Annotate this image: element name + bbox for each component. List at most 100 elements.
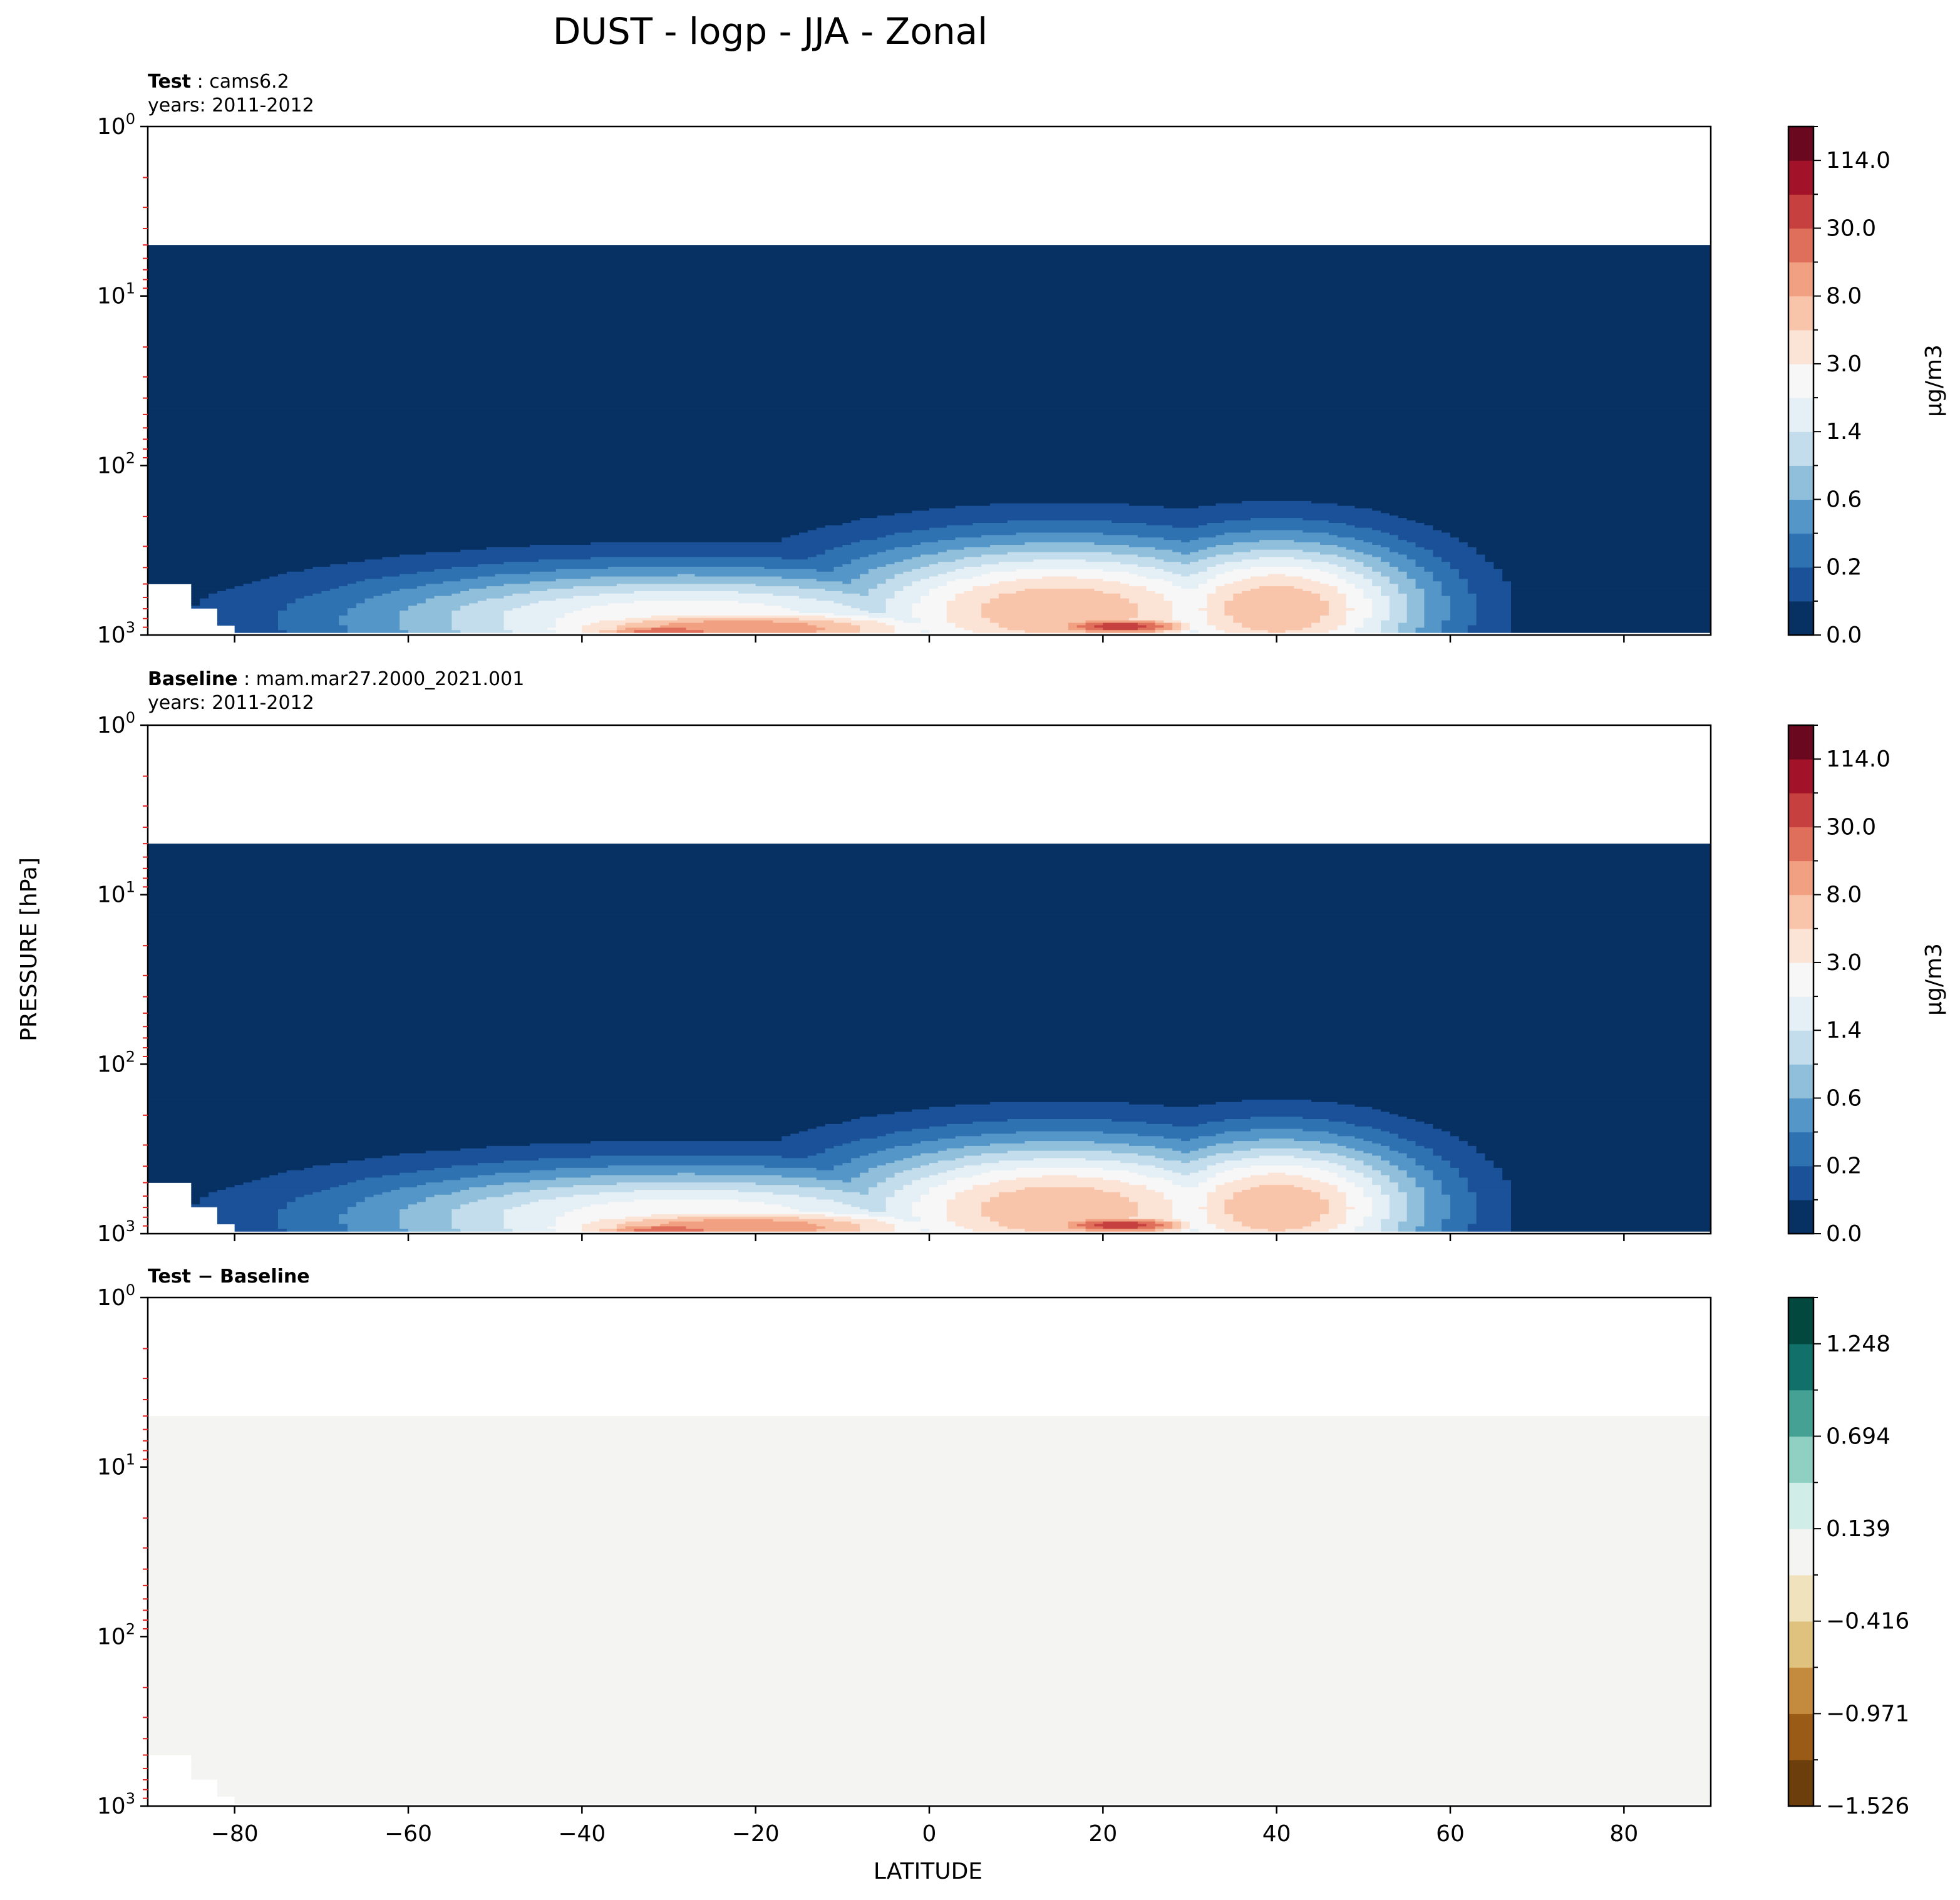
panel-label: Test − Baseline bbox=[148, 1266, 310, 1288]
colorbar-segment bbox=[1788, 928, 1813, 963]
colorbar-segment bbox=[1788, 1199, 1813, 1234]
colorbar-segment bbox=[1788, 1343, 1813, 1391]
y-tick-label: 101 bbox=[97, 879, 135, 908]
colorbar-segment bbox=[1788, 894, 1813, 929]
colorbar-segment bbox=[1788, 1098, 1813, 1133]
contour-field bbox=[148, 245, 1711, 633]
y-tick-label: 101 bbox=[97, 1451, 135, 1480]
colorbar-segment bbox=[1788, 363, 1813, 398]
y-tick-label: 103 bbox=[97, 1217, 135, 1247]
x-axis-label: LATITUDE bbox=[874, 1859, 983, 1884]
colorbar-segment bbox=[1788, 126, 1813, 161]
colorbar-segment bbox=[1788, 1760, 1813, 1807]
colorbar-tick-label: 30.0 bbox=[1826, 814, 1876, 840]
colorbar-segment bbox=[1788, 1482, 1813, 1529]
colorbar-tick-label: 0.6 bbox=[1826, 487, 1862, 512]
panel-label: Test : cams6.2 bbox=[148, 71, 289, 93]
colorbar-frame bbox=[1787, 1296, 1815, 1807]
colorbar-tick-label: 0.0 bbox=[1826, 1221, 1862, 1247]
y-tick-label: 102 bbox=[97, 449, 135, 478]
colorbar-tick-label: 0.6 bbox=[1826, 1085, 1862, 1111]
y-tick-label: 101 bbox=[97, 280, 135, 309]
contour-field bbox=[148, 844, 1711, 1232]
colorbar-segment bbox=[1788, 262, 1813, 297]
colorbar-tick-label: 8.0 bbox=[1826, 882, 1862, 908]
x-tick-label: 20 bbox=[1088, 1821, 1117, 1847]
colorbar-tick-label: 1.248 bbox=[1826, 1331, 1890, 1357]
colorbar-tick-label: −1.526 bbox=[1826, 1794, 1909, 1819]
colorbar-segment bbox=[1788, 398, 1813, 432]
colorbar-segment bbox=[1788, 1165, 1813, 1200]
colorbar-segment bbox=[1788, 1621, 1813, 1668]
colorbar-tick-label: 114.0 bbox=[1826, 148, 1890, 173]
colorbar-segment bbox=[1788, 1667, 1813, 1714]
y-tick-label: 102 bbox=[97, 1048, 135, 1077]
colorbar-unit-label: μg/m3 bbox=[1921, 344, 1947, 417]
panel-label-bold: Test − Baseline bbox=[148, 1266, 310, 1288]
colorbar-segment bbox=[1788, 567, 1813, 602]
panel-label-bold: Baseline bbox=[148, 668, 238, 690]
colorbar-tick-label: 114.0 bbox=[1826, 746, 1890, 772]
y-tick-label: 100 bbox=[97, 709, 135, 738]
colorbar-segment bbox=[1788, 827, 1813, 862]
colorbar-segment bbox=[1788, 329, 1813, 364]
x-tick-label: 80 bbox=[1609, 1821, 1638, 1847]
colorbar-segment bbox=[1788, 1132, 1813, 1167]
colorbar-tick-label: 1.4 bbox=[1826, 419, 1862, 445]
colorbar-tick-label: −0.416 bbox=[1826, 1609, 1909, 1634]
colorbar-unit-label: μg/m3 bbox=[1921, 943, 1947, 1016]
colorbar-tick-label: −0.971 bbox=[1826, 1701, 1909, 1727]
colorbar-frame bbox=[1787, 724, 1815, 1235]
x-tick-label: −80 bbox=[211, 1821, 259, 1847]
colorbar-segment bbox=[1788, 228, 1813, 263]
colorbar-tick-label: 0.694 bbox=[1826, 1423, 1890, 1449]
panel-label-bold: Test bbox=[148, 71, 191, 93]
colorbar-segment bbox=[1788, 996, 1813, 1031]
panel-baseline: Baseline : mam.mar27.2000_2021.001 years… bbox=[97, 668, 1947, 1247]
y-tick-label: 102 bbox=[97, 1620, 135, 1650]
y-tick-label: 103 bbox=[97, 619, 135, 648]
y-tick-label: 100 bbox=[97, 110, 135, 140]
panel-label-text: : mam.mar27.2000_2021.001 bbox=[244, 668, 524, 690]
colorbar-segment bbox=[1788, 1298, 1813, 1345]
colorbar-segment bbox=[1788, 1529, 1813, 1576]
colorbar-tick-label: 0.2 bbox=[1826, 1154, 1862, 1179]
colorbar-tick-label: 30.0 bbox=[1826, 215, 1876, 241]
colorbar-tick-label: 8.0 bbox=[1826, 284, 1862, 309]
panel-label-text: : cams6.2 bbox=[197, 71, 289, 93]
colorbar-segment bbox=[1788, 1390, 1813, 1437]
colorbar-segment bbox=[1788, 465, 1813, 500]
panel-years: years: 2011-2012 bbox=[148, 692, 314, 714]
colorbar-segment bbox=[1788, 1064, 1813, 1099]
colorbar-segment bbox=[1788, 1574, 1813, 1622]
colorbar-segment bbox=[1788, 431, 1813, 466]
colorbar-segment bbox=[1788, 1030, 1813, 1065]
colorbar-segment bbox=[1788, 725, 1813, 760]
x-tick-label: −40 bbox=[558, 1821, 606, 1847]
y-axis-label: PRESSURE [hPa] bbox=[16, 857, 42, 1041]
colorbar-tick-label: 1.4 bbox=[1826, 1018, 1862, 1043]
contour-field bbox=[148, 1416, 1711, 1804]
colorbar-tick-label: 3.0 bbox=[1826, 351, 1862, 377]
panel-years: years: 2011-2012 bbox=[148, 95, 314, 116]
colorbar-segment bbox=[1788, 1713, 1813, 1760]
x-tick-label: −20 bbox=[732, 1821, 780, 1847]
x-tick-label: 60 bbox=[1436, 1821, 1465, 1847]
colorbar-segment bbox=[1788, 962, 1813, 997]
y-tick-label: 103 bbox=[97, 1790, 135, 1819]
colorbar-tick-label: 0.139 bbox=[1826, 1516, 1890, 1542]
panel-label: Baseline : mam.mar27.2000_2021.001 bbox=[148, 668, 524, 690]
colorbar-segment bbox=[1788, 759, 1813, 793]
panel-test: Test : cams6.2 years: 2011-2012 100 101 10… bbox=[97, 71, 1947, 648]
colorbar-segment bbox=[1788, 296, 1813, 331]
colorbar-segment bbox=[1788, 860, 1813, 896]
colorbar-segment bbox=[1788, 160, 1813, 195]
colorbar-tick-label: 0.2 bbox=[1826, 555, 1862, 581]
colorbar-frame bbox=[1787, 125, 1815, 636]
panel-diff: Test − Baseline 100 101 102 103 −80 −60 −40 −20… bbox=[97, 1266, 1909, 1847]
x-tick-label: 40 bbox=[1262, 1821, 1291, 1847]
colorbar-segment bbox=[1788, 194, 1813, 229]
figure-title: DUST - logp - JJA - Zonal bbox=[553, 10, 988, 53]
colorbar-tick-label: 0.0 bbox=[1826, 622, 1862, 648]
